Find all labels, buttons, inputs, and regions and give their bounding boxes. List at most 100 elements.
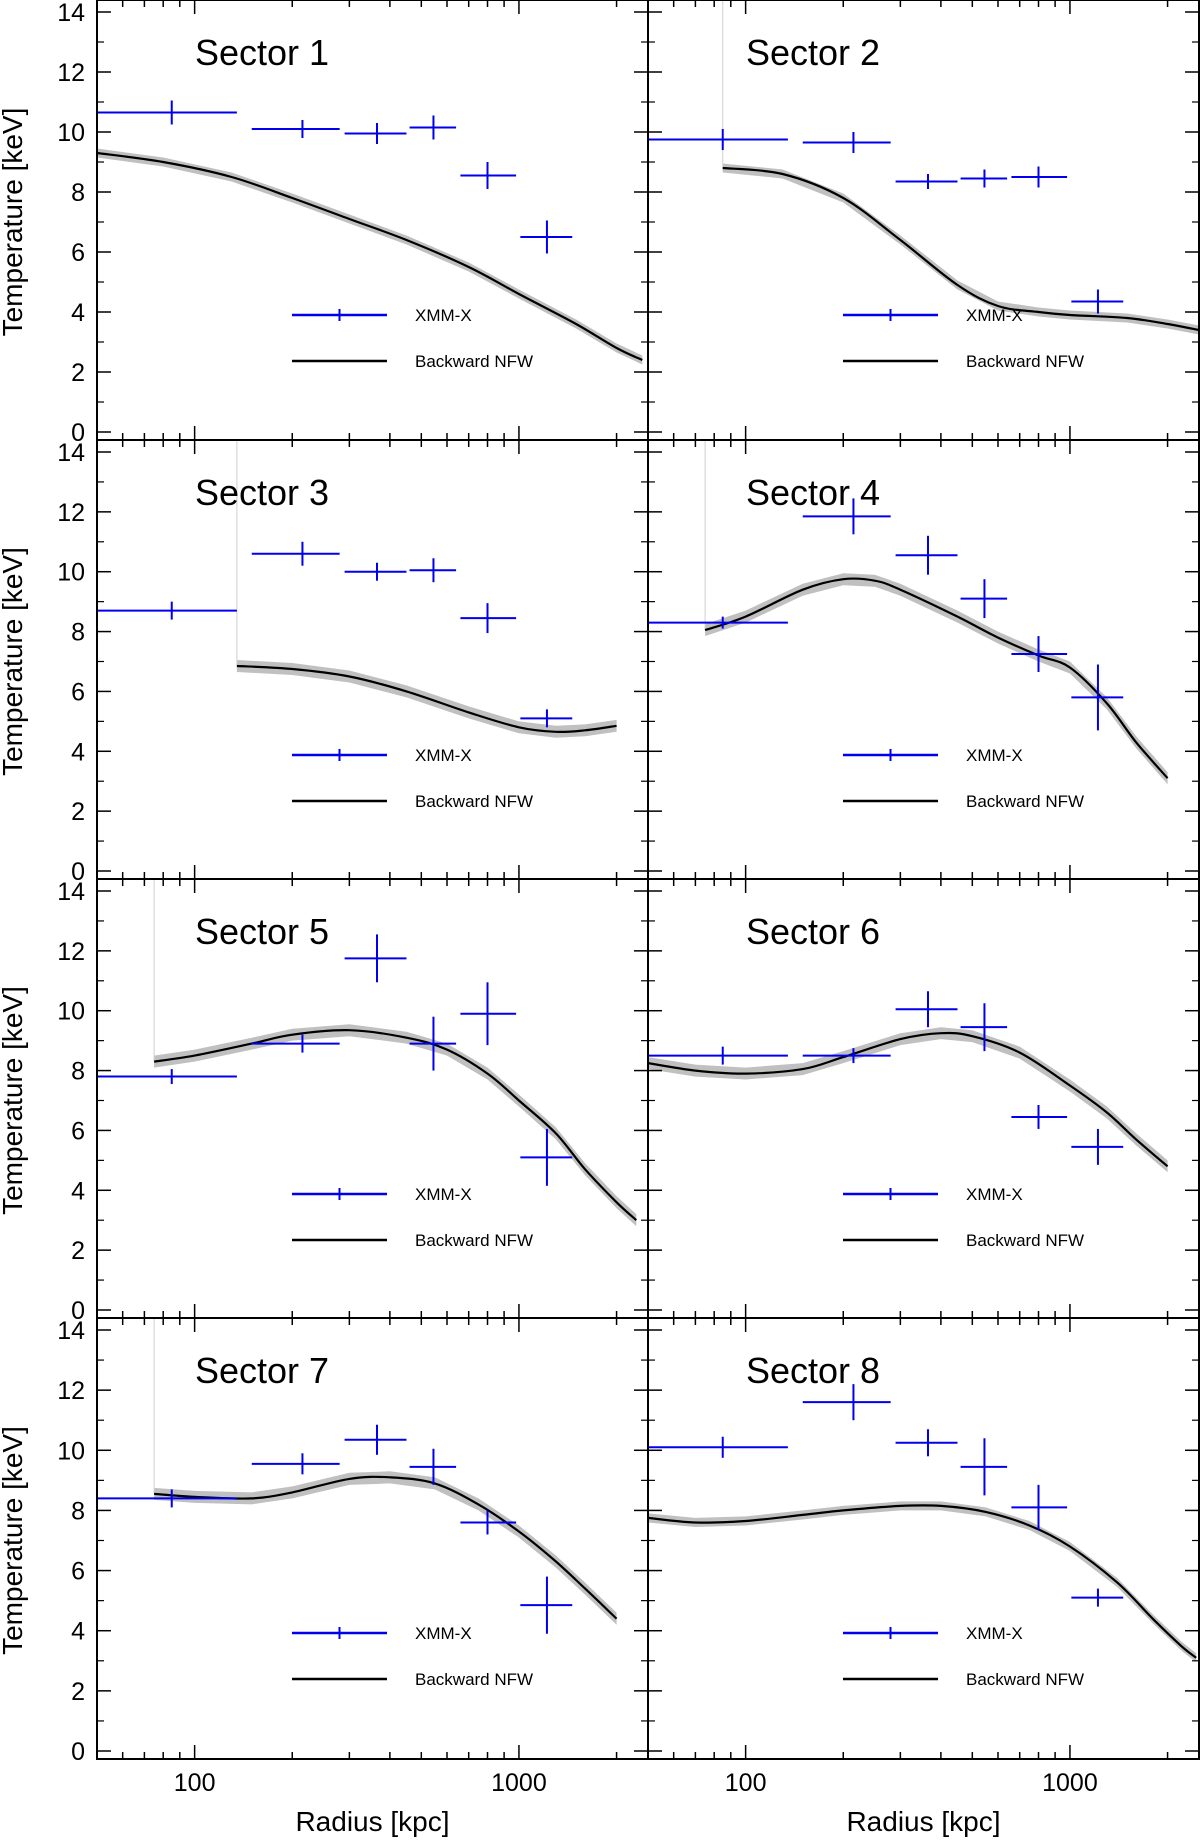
y-axis-label: Temperature [keV] xyxy=(0,986,28,1215)
panel-sector-8: 100 1000 Radius [kpc] Sector 8 XMM-X Backward… xyxy=(647,1317,1200,1837)
panel-sector-4: Sector 4 XMM-X Backward NFW xyxy=(647,439,1200,880)
xmm-point xyxy=(1011,1104,1068,1129)
xmm-point xyxy=(802,132,891,153)
panel-title: Sector 4 xyxy=(746,472,880,513)
panel-plot-area xyxy=(648,440,1169,785)
y-tick-label: 4 xyxy=(71,299,85,327)
legend-xmm-label: XMM-X xyxy=(966,306,1023,325)
xmm-point xyxy=(1011,636,1068,672)
xmm-point xyxy=(251,541,340,566)
panel-plot-area xyxy=(648,879,1169,1173)
x-tick-label: 100 xyxy=(174,1769,216,1797)
xmm-point xyxy=(344,1424,407,1455)
legend: XMM-X Backward NFW xyxy=(843,306,1084,371)
panel-frame xyxy=(647,878,1200,1319)
xmm-point xyxy=(460,1510,517,1535)
xmm-point xyxy=(802,1384,891,1421)
panel-plot-area xyxy=(97,440,617,738)
panel-sector-7: 0 2 4 6 8 10 12 14 Temperature [keV] 100 1000 Radiu… xyxy=(0,1317,649,1837)
legend: XMM-X Backward NFW xyxy=(292,306,533,371)
y-tick-label: 4 xyxy=(71,738,85,766)
panel-sector-6: Sector 6 XMM-X Backward NFW xyxy=(647,878,1200,1319)
legend: XMM-X Backward NFW xyxy=(292,746,533,811)
y-tick-label: 12 xyxy=(57,499,85,527)
xmm-point xyxy=(520,1128,573,1186)
xmm-point xyxy=(895,991,958,1028)
model-line xyxy=(97,151,643,361)
xmm-point xyxy=(895,535,958,575)
xmm-point xyxy=(344,562,407,581)
xmm-point xyxy=(460,162,517,189)
xmm-point xyxy=(460,603,517,634)
panel-frame xyxy=(96,0,649,441)
y-axis-label: Temperature [keV] xyxy=(0,108,28,337)
xmm-point xyxy=(251,120,340,138)
legend: XMM-X Backward NFW xyxy=(843,746,1084,811)
legend-xmm-label: XMM-X xyxy=(415,746,472,765)
legend: XMM-X Backward NFW xyxy=(843,1624,1084,1689)
xmm-point xyxy=(960,1438,1008,1496)
y-axis-label: Temperature [keV] xyxy=(0,1426,28,1655)
y-tick-label: 2 xyxy=(71,1678,85,1706)
xmm-point xyxy=(802,498,891,535)
xmm-point xyxy=(960,169,1008,188)
x-axis-label: Radius [kpc] xyxy=(846,1806,1000,1837)
model-line xyxy=(153,1029,638,1222)
xmm-point xyxy=(409,115,457,140)
y-tick-label: 8 xyxy=(71,1497,85,1525)
xmm-point xyxy=(97,601,237,620)
y-tick-label: 0 xyxy=(71,1297,85,1325)
legend: XMM-X Backward NFW xyxy=(292,1624,533,1689)
panel-sector-1: 0 2 4 6 8 10 12 14 Temperature [keV] Sector 1 XMM-… xyxy=(0,0,649,447)
legend-model-label: Backward NFW xyxy=(415,792,533,811)
xmm-point xyxy=(344,934,407,983)
xmm-point xyxy=(895,1429,958,1457)
xmm-point xyxy=(895,174,958,189)
panel-plot-area xyxy=(648,1318,1197,1663)
xmm-point xyxy=(1071,664,1124,731)
xmm-point xyxy=(409,558,457,583)
y-tick-label: 8 xyxy=(71,179,85,207)
legend-model-label: Backward NFW xyxy=(966,1231,1084,1250)
model-line xyxy=(648,1031,1169,1168)
panel-frame xyxy=(96,878,649,1319)
legend-model-label: Backward NFW xyxy=(966,792,1084,811)
xmm-point xyxy=(802,1048,891,1064)
xmm-point xyxy=(344,123,407,144)
y-tick-label: 14 xyxy=(57,439,85,467)
xmm-point xyxy=(251,1034,340,1053)
y-tick-label: 12 xyxy=(57,938,85,966)
legend-xmm-label: XMM-X xyxy=(966,1624,1023,1643)
y-tick-label: 0 xyxy=(71,858,85,886)
model-band xyxy=(648,1501,1197,1663)
y-tick-label: 10 xyxy=(57,998,85,1026)
y-tick-label: 2 xyxy=(71,798,85,826)
panel-title: Sector 7 xyxy=(195,1350,329,1391)
xmm-point xyxy=(960,1003,1008,1052)
xmm-point xyxy=(1011,166,1068,188)
xmm-point xyxy=(460,982,517,1046)
y-tick-label: 6 xyxy=(71,239,85,267)
model-line xyxy=(722,166,1199,332)
xmm-point xyxy=(520,1576,573,1634)
legend: XMM-X Backward NFW xyxy=(292,1185,533,1250)
legend-xmm-label: XMM-X xyxy=(966,1185,1023,1204)
model-line xyxy=(648,1504,1197,1659)
y-tick-label: 10 xyxy=(57,119,85,147)
legend-model-label: Backward NFW xyxy=(415,1231,533,1250)
xmm-point xyxy=(251,1453,340,1475)
panel-title: Sector 3 xyxy=(195,472,329,513)
xmm-point xyxy=(97,1069,237,1085)
y-axis-label: Temperature [keV] xyxy=(0,547,28,776)
legend-xmm-label: XMM-X xyxy=(415,306,472,325)
model-line xyxy=(154,1475,618,1620)
panel-frame xyxy=(647,0,1200,441)
xmm-point xyxy=(648,129,788,150)
xmm-point xyxy=(97,1489,237,1508)
model-line xyxy=(704,577,1169,779)
y-tick-label: 4 xyxy=(71,1177,85,1205)
y-tick-label: 10 xyxy=(57,1437,85,1465)
panel-plot-area xyxy=(97,0,643,365)
xmm-point xyxy=(1071,1128,1124,1165)
